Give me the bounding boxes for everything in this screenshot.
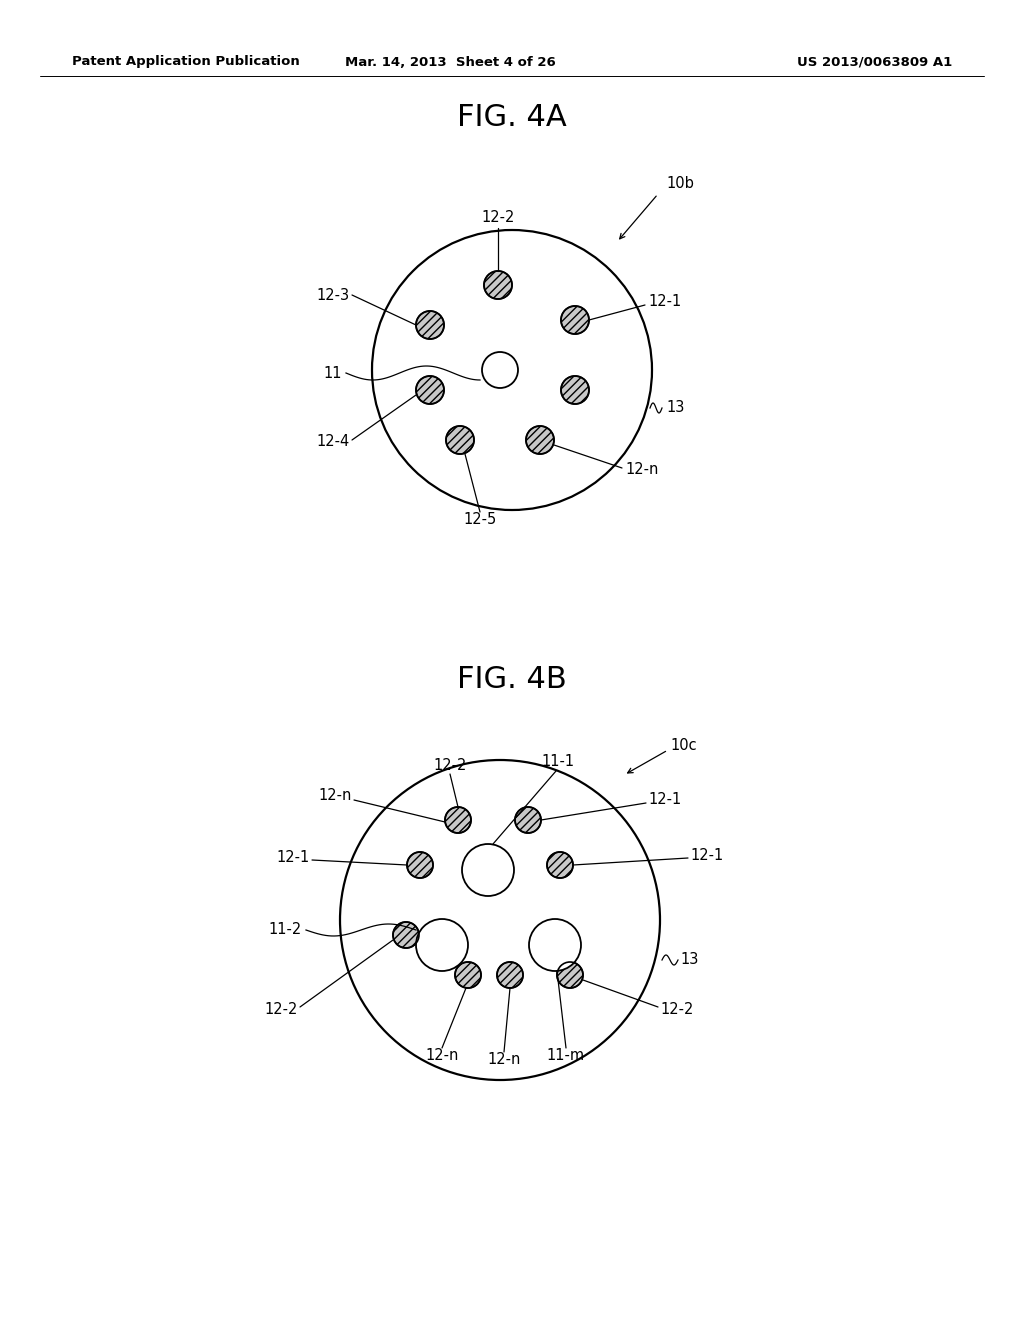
Text: FIG. 4B: FIG. 4B bbox=[457, 665, 567, 694]
Circle shape bbox=[547, 851, 573, 878]
Circle shape bbox=[561, 376, 589, 404]
Circle shape bbox=[484, 271, 512, 300]
Circle shape bbox=[445, 807, 471, 833]
Text: Mar. 14, 2013  Sheet 4 of 26: Mar. 14, 2013 Sheet 4 of 26 bbox=[345, 55, 555, 69]
Text: 11-m: 11-m bbox=[547, 1048, 585, 1063]
Circle shape bbox=[557, 962, 583, 987]
Circle shape bbox=[561, 306, 589, 334]
Text: Patent Application Publication: Patent Application Publication bbox=[72, 55, 300, 69]
Text: 12-n: 12-n bbox=[487, 1052, 520, 1068]
Circle shape bbox=[416, 312, 444, 339]
Circle shape bbox=[547, 851, 573, 878]
Circle shape bbox=[416, 312, 444, 339]
Text: 12-2: 12-2 bbox=[264, 1002, 298, 1018]
Text: 12-1: 12-1 bbox=[648, 294, 681, 309]
Circle shape bbox=[484, 271, 512, 300]
Circle shape bbox=[416, 376, 444, 404]
Text: 12-1: 12-1 bbox=[690, 847, 723, 862]
Circle shape bbox=[416, 919, 468, 972]
Circle shape bbox=[497, 962, 523, 987]
Circle shape bbox=[515, 807, 541, 833]
Circle shape bbox=[561, 306, 589, 334]
Text: FIG. 4A: FIG. 4A bbox=[457, 103, 567, 132]
Text: 12-n: 12-n bbox=[625, 462, 658, 478]
Text: 11-2: 11-2 bbox=[268, 923, 302, 937]
Circle shape bbox=[446, 426, 474, 454]
Text: 12-n: 12-n bbox=[425, 1048, 459, 1064]
Circle shape bbox=[416, 376, 444, 404]
Text: 13: 13 bbox=[666, 400, 684, 416]
Text: 12-2: 12-2 bbox=[660, 1002, 693, 1018]
Circle shape bbox=[557, 962, 583, 987]
Text: 12-5: 12-5 bbox=[464, 512, 497, 528]
Circle shape bbox=[445, 807, 471, 833]
Circle shape bbox=[407, 851, 433, 878]
Circle shape bbox=[462, 843, 514, 896]
Circle shape bbox=[482, 352, 518, 388]
Circle shape bbox=[393, 921, 419, 948]
Text: 10b: 10b bbox=[666, 176, 694, 190]
Text: 12-2: 12-2 bbox=[481, 210, 515, 226]
Text: 12-1: 12-1 bbox=[648, 792, 681, 808]
Circle shape bbox=[497, 962, 523, 987]
Circle shape bbox=[407, 851, 433, 878]
Text: 12-4: 12-4 bbox=[316, 434, 350, 450]
Circle shape bbox=[515, 807, 541, 833]
Circle shape bbox=[455, 962, 481, 987]
Circle shape bbox=[446, 426, 474, 454]
Text: 12-n: 12-n bbox=[318, 788, 352, 804]
Circle shape bbox=[526, 426, 554, 454]
Circle shape bbox=[529, 919, 581, 972]
Text: 11-1: 11-1 bbox=[542, 755, 574, 770]
Text: US 2013/0063809 A1: US 2013/0063809 A1 bbox=[797, 55, 952, 69]
Text: 12-1: 12-1 bbox=[276, 850, 310, 866]
Text: 10c: 10c bbox=[670, 738, 696, 754]
Circle shape bbox=[455, 962, 481, 987]
Circle shape bbox=[561, 376, 589, 404]
Text: 12-3: 12-3 bbox=[316, 288, 350, 302]
Circle shape bbox=[393, 921, 419, 948]
Circle shape bbox=[526, 426, 554, 454]
Text: 13: 13 bbox=[680, 953, 698, 968]
Text: 11: 11 bbox=[324, 366, 342, 380]
Text: 12-2: 12-2 bbox=[433, 758, 467, 772]
